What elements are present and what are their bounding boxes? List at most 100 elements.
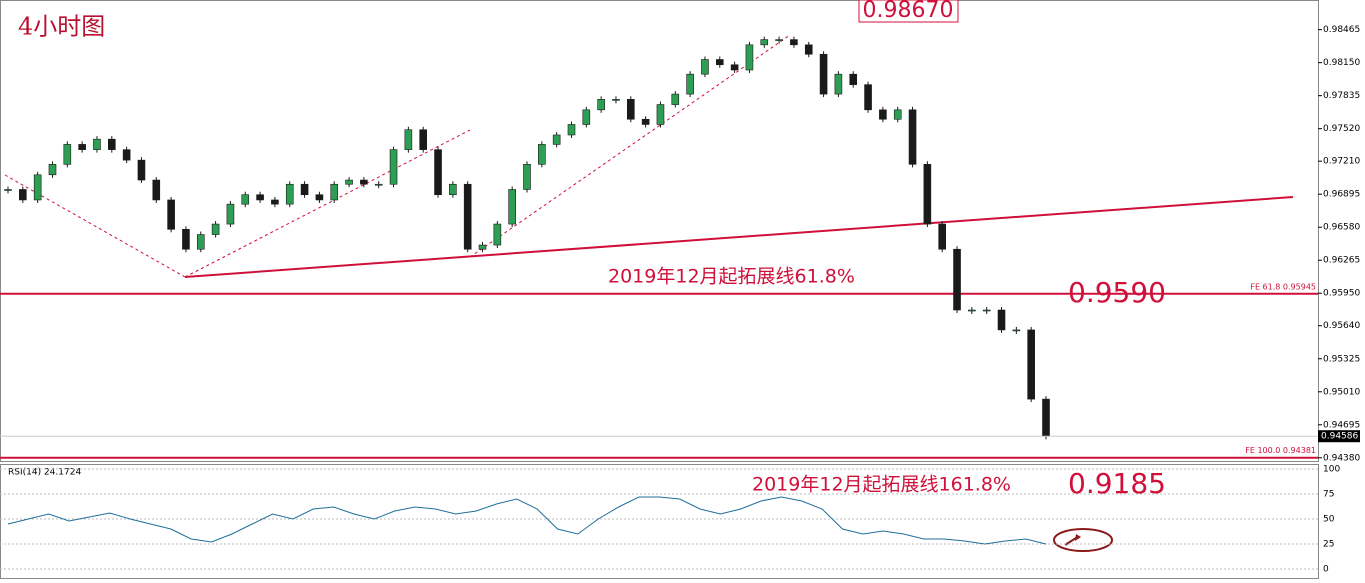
candle (48, 164, 57, 176)
candle (982, 309, 991, 312)
candle (1027, 329, 1035, 400)
candle (300, 183, 309, 196)
price-tag (1318, 430, 1360, 443)
candle (419, 129, 428, 150)
candle (137, 159, 146, 181)
candle (849, 73, 858, 85)
candle (790, 39, 798, 46)
candle (93, 138, 101, 150)
candle (152, 179, 161, 201)
y-tick-label: 0.95640 (1323, 321, 1360, 331)
candle (315, 194, 324, 201)
candle (404, 129, 413, 150)
candle (804, 44, 813, 55)
rsi-tick-label: 0 (1323, 565, 1329, 575)
y-tick-label: 0.96895 (1323, 190, 1360, 200)
candle (78, 144, 86, 150)
candle (701, 59, 709, 75)
support-line (184, 196, 1294, 278)
candle (641, 118, 650, 125)
y-tick-label: 0.96580 (1323, 223, 1360, 233)
rsi-tick-label: 25 (1323, 540, 1334, 550)
arrow-head (1075, 534, 1081, 541)
candle (449, 183, 457, 196)
y-tick-label: 0.97520 (1323, 124, 1360, 134)
candle (582, 109, 591, 125)
current-price: 0.94586 (1321, 432, 1358, 442)
y-tick-label: 0.98150 (1323, 58, 1360, 68)
candle (953, 248, 961, 311)
candle (671, 93, 680, 105)
candle (893, 109, 902, 120)
candle (108, 138, 116, 150)
candle (360, 179, 368, 185)
annotation: 2019年12月起拓展线161.8% (752, 474, 1011, 496)
rsi-tick-label: 100 (1323, 465, 1340, 475)
candle (938, 223, 947, 250)
candle (968, 309, 976, 312)
rsi-tick-label: 50 (1323, 515, 1335, 525)
candle (226, 203, 235, 225)
y-tick-label: 0.94695 (1323, 420, 1360, 430)
arrow (1064, 537, 1077, 546)
rsi-line (7, 496, 1047, 545)
candle (493, 223, 502, 246)
price-panel (0, 0, 1319, 462)
annotation: 0.9185 (1068, 467, 1166, 500)
rsi-title: RSI(14) 24.1724 (8, 468, 81, 478)
candle (33, 174, 42, 201)
candle (463, 183, 472, 250)
candle (63, 144, 72, 165)
trend-line (4, 174, 186, 278)
candle (4, 189, 12, 191)
candle (256, 194, 264, 201)
y-tick-label: 0.95325 (1323, 354, 1360, 364)
highlight (1053, 528, 1113, 552)
annotation: 0.9590 (1068, 276, 1166, 309)
candle (271, 199, 279, 205)
candle (182, 229, 190, 250)
candle (19, 189, 27, 201)
trend-line (469, 34, 791, 258)
level-label: FE 61.8 0.95945 (1250, 282, 1316, 291)
candle (241, 194, 250, 205)
annotation: 2019年12月起拓展线61.8% (608, 266, 855, 288)
candle (552, 134, 561, 145)
candle (1042, 398, 1050, 437)
candle (626, 99, 635, 120)
candle (834, 73, 843, 95)
candle (285, 183, 294, 205)
candle (656, 104, 665, 125)
candle (923, 164, 932, 225)
candle (819, 53, 828, 95)
y-tick-label: 0.97835 (1323, 91, 1360, 101)
candle (730, 64, 739, 71)
candle (196, 234, 205, 250)
candle (345, 179, 353, 185)
candle (122, 149, 131, 161)
candle (434, 149, 442, 196)
candle (864, 84, 872, 111)
y-tick-label: 0.96265 (1323, 256, 1360, 266)
candle (523, 164, 531, 190)
candle (879, 109, 887, 120)
y-tick-label: 0.94380 (1323, 453, 1360, 463)
candle (612, 99, 620, 101)
y-tick-label: 0.98465 (1323, 25, 1360, 35)
candle (686, 73, 694, 95)
candle (374, 183, 383, 186)
candle (597, 99, 605, 111)
y-tick-label: 0.95010 (1323, 387, 1360, 397)
candle (167, 199, 175, 230)
candle (567, 124, 576, 136)
candle (745, 44, 754, 71)
candle (775, 39, 783, 41)
candle (908, 109, 917, 165)
y-tick-label: 0.95950 (1323, 289, 1360, 299)
candle (997, 309, 1006, 331)
rsi-tick-label: 75 (1323, 490, 1334, 500)
candle (478, 244, 487, 250)
level-label: FE 100.0 0.94381 (1245, 446, 1316, 455)
annotation: 0.98670 (863, 0, 954, 23)
